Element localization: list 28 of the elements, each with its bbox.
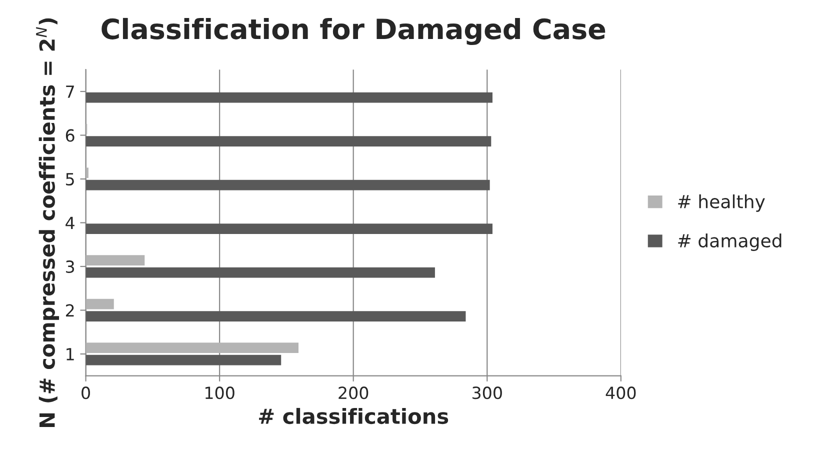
y-axis-title: N (# compressed coefficients = 2$^{N}$) (36, 18, 60, 427)
legend-label: # healthy (678, 194, 765, 212)
bar (86, 168, 88, 178)
y-tick-label: 7 (66, 86, 74, 98)
x-axis-title: # classifications (259, 408, 448, 424)
y-tick-label: 6 (66, 129, 74, 142)
bar (86, 311, 466, 322)
x-tick-label: 200 (338, 386, 368, 400)
bar (86, 298, 114, 310)
bar (86, 354, 282, 366)
x-tick-label: 100 (205, 386, 234, 400)
y-tick-label: 3 (66, 260, 74, 274)
y-tick-label: 1 (66, 348, 74, 360)
bar (86, 342, 298, 354)
bar (86, 136, 492, 147)
bar (86, 224, 492, 234)
y-tick-label: 4 (66, 216, 74, 230)
y-tick-label: 2 (66, 304, 74, 317)
x-tick-label: 400 (606, 386, 636, 400)
bar (86, 92, 492, 103)
x-tick-label: 0 (82, 386, 90, 400)
x-tick-label: 300 (472, 386, 502, 400)
chart-title: Classification for Damaged Case (102, 18, 606, 46)
y-tick-label: 5 (66, 173, 74, 186)
bar (86, 267, 435, 278)
bar (86, 180, 490, 190)
bar (86, 255, 145, 266)
legend-label: # damaged (678, 234, 782, 252)
